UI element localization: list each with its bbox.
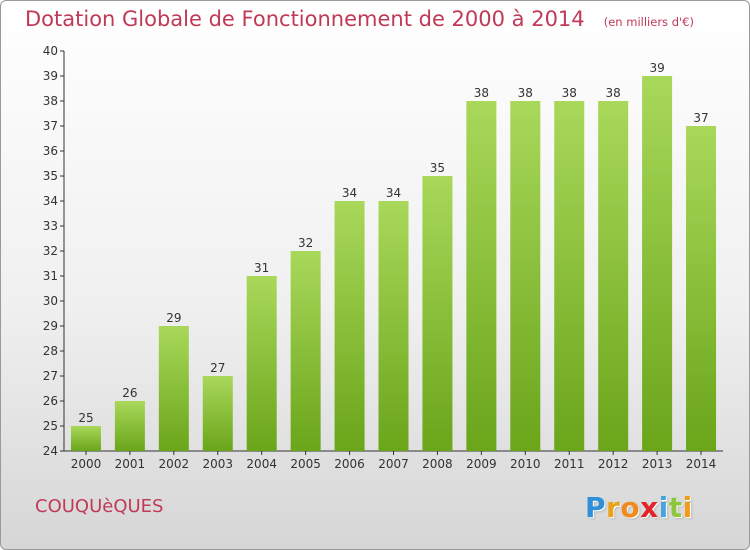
y-tick-label: 33 (43, 219, 58, 233)
bar-2003 (202, 376, 233, 451)
bar-2005 (290, 251, 321, 451)
chart-title: Dotation Globale de Fonctionnement de 20… (25, 7, 585, 31)
y-tick-label: 36 (43, 144, 58, 158)
bar-2000 (70, 426, 101, 451)
x-tick-label-2012: 2012 (598, 457, 629, 471)
value-label-2005: 32 (298, 236, 313, 250)
bar-2006 (334, 201, 365, 451)
bar-2002 (158, 326, 189, 451)
x-tick-label-2013: 2013 (642, 457, 673, 471)
value-label-2013: 39 (649, 61, 664, 75)
x-tick-label-2006: 2006 (334, 457, 365, 471)
x-tick-label-2007: 2007 (378, 457, 409, 471)
y-tick-label: 24 (43, 444, 58, 458)
bar-2014 (686, 126, 717, 451)
value-label-2009: 38 (474, 86, 489, 100)
x-tick-label-2008: 2008 (422, 457, 453, 471)
bar-2001 (114, 401, 145, 451)
x-tick-label-2004: 2004 (246, 457, 277, 471)
y-tick-label: 31 (43, 269, 58, 283)
x-tick-label-2009: 2009 (466, 457, 497, 471)
bar-2010 (510, 101, 541, 451)
value-label-2000: 25 (78, 411, 93, 425)
value-label-2010: 38 (518, 86, 533, 100)
x-tick-label-2011: 2011 (554, 457, 585, 471)
bar-2009 (466, 101, 497, 451)
bar-2008 (422, 176, 453, 451)
bar-2007 (378, 201, 409, 451)
y-tick-label: 26 (43, 394, 58, 408)
logo-letter: r (606, 491, 621, 524)
logo-letter: i (682, 491, 693, 524)
logo-letter: i (658, 491, 669, 524)
x-tick-label-2014: 2014 (686, 457, 717, 471)
commune-name: COUQUèQUES (35, 496, 164, 517)
logo-letter: t (668, 491, 683, 524)
y-tick-label: 30 (43, 294, 58, 308)
unit-label: (en milliers d'€) (603, 15, 694, 29)
y-tick-label: 32 (43, 244, 58, 258)
proxiti-logo: Proxiti (585, 491, 693, 524)
value-label-2003: 27 (210, 361, 225, 375)
title-block: Dotation Globale de Fonctionnement de 20… (25, 7, 694, 31)
y-tick-label: 27 (43, 369, 58, 383)
logo-letter: x (640, 491, 659, 524)
value-label-2008: 35 (430, 161, 445, 175)
y-tick-label: 34 (43, 194, 58, 208)
value-label-2001: 26 (122, 386, 137, 400)
y-tick-label: 25 (43, 419, 58, 433)
y-tick-label: 29 (43, 319, 58, 333)
logo-letter: P (585, 491, 607, 524)
x-tick-label-2000: 2000 (71, 457, 102, 471)
value-label-2011: 38 (562, 86, 577, 100)
value-label-2007: 34 (386, 186, 401, 200)
y-tick-label: 39 (43, 69, 58, 83)
x-tick-label-2002: 2002 (159, 457, 190, 471)
bar-2012 (598, 101, 629, 451)
x-tick-label-2003: 2003 (202, 457, 233, 471)
bar-2004 (246, 276, 277, 451)
value-label-2014: 37 (693, 111, 708, 125)
y-tick-label: 40 (43, 44, 58, 58)
y-tick-label: 35 (43, 169, 58, 183)
bar-2013 (642, 76, 673, 451)
x-tick-label-2005: 2005 (290, 457, 321, 471)
value-label-2002: 29 (166, 311, 181, 325)
value-label-2006: 34 (342, 186, 357, 200)
x-tick-label-2010: 2010 (510, 457, 541, 471)
logo-letter: o (620, 491, 641, 524)
y-tick-label: 28 (43, 344, 58, 358)
value-label-2012: 38 (606, 86, 621, 100)
y-tick-label: 37 (43, 119, 58, 133)
bar-2011 (554, 101, 585, 451)
y-tick-label: 38 (43, 94, 58, 108)
x-tick-label-2001: 2001 (115, 457, 146, 471)
value-label-2004: 31 (254, 261, 269, 275)
